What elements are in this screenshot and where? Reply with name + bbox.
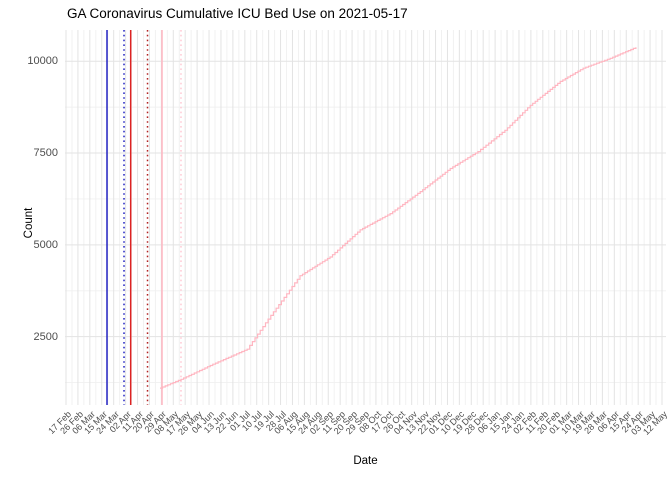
chart-title: GA Coronavirus Cumulative ICU Bed Use on…	[67, 6, 408, 21]
y-tick-label: 10000	[27, 55, 58, 68]
data-line-cumulative-icu-beds	[160, 47, 637, 389]
y-axis-title: Count	[23, 207, 35, 239]
y-tick-label: 5000	[33, 238, 58, 251]
x-axis-title: Date	[353, 455, 378, 467]
plot-area-svg	[65, 30, 666, 405]
y-tick-label: 2500	[33, 330, 58, 343]
y-tick-label: 7500	[33, 147, 58, 160]
plot-panel	[65, 30, 666, 405]
